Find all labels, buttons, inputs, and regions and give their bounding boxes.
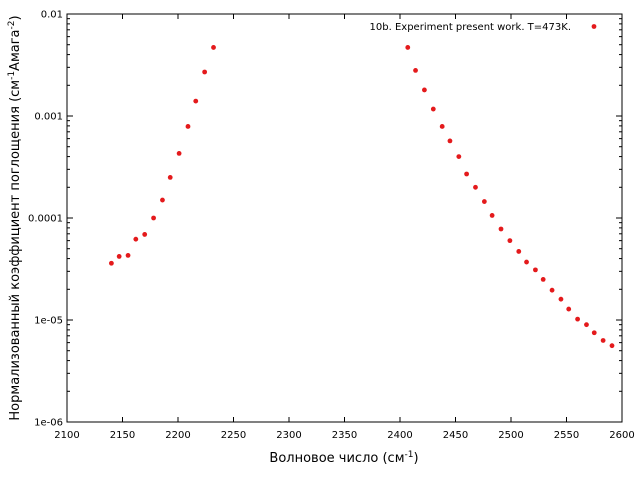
data-point <box>193 98 199 104</box>
x-tick-label: 2500 <box>498 430 523 441</box>
data-point <box>584 322 589 328</box>
data-point <box>540 277 546 282</box>
x-axis: 2100 2150 2200 2250 2300 2350 2400 2450 2500 2550… <box>54 14 635 441</box>
data-point <box>125 252 131 258</box>
y-tick-label: 1e-05 <box>34 316 63 327</box>
x-tick-label: 2200 <box>165 430 190 441</box>
data-point <box>133 236 139 242</box>
data-point <box>211 45 216 50</box>
data-point <box>464 171 469 177</box>
x-tick-label: 2400 <box>387 430 412 441</box>
x-tick-label: 2450 <box>443 430 468 441</box>
data-point <box>566 306 572 312</box>
data-point <box>456 154 462 159</box>
y-tick-label: 0.0001 <box>28 214 63 225</box>
data-point <box>160 197 165 203</box>
data-point <box>600 338 606 343</box>
y-axis-title: Нормализованный коэффициент поглощения (… <box>7 15 23 420</box>
legend: 10b. Experiment present work. T=473K. <box>370 22 597 33</box>
data-point <box>609 343 615 349</box>
x-tick-label: 2300 <box>276 430 301 441</box>
x-tick-label: 2550 <box>554 430 579 441</box>
data-point <box>498 226 504 232</box>
data-point <box>142 232 148 237</box>
data-point <box>447 138 453 144</box>
x-tick-label: 2350 <box>332 430 357 441</box>
data-point <box>176 150 182 156</box>
y-tick-label: 0.001 <box>34 112 63 123</box>
data-point <box>439 124 445 129</box>
x-tick-label: 2100 <box>54 430 79 441</box>
data-point <box>575 316 580 322</box>
data-point <box>109 260 114 266</box>
legend-marker <box>591 24 597 29</box>
data-point <box>591 330 597 336</box>
data-point <box>516 249 522 254</box>
data-point <box>405 45 411 50</box>
data-point <box>549 287 555 293</box>
data-point <box>185 124 191 129</box>
x-tick-label: 2150 <box>110 430 135 441</box>
data-point <box>430 106 436 112</box>
data-point <box>481 199 487 204</box>
data-point <box>473 184 478 190</box>
data-point <box>422 87 427 93</box>
data-point <box>558 296 564 302</box>
data-point <box>533 267 538 273</box>
data-point <box>116 254 122 259</box>
x-tick-label: 2600 <box>609 430 634 441</box>
data-point <box>167 175 173 180</box>
x-axis-title: Волновое число (см-1) <box>269 450 418 466</box>
data-series <box>109 45 615 349</box>
x-tick-label: 2250 <box>221 430 246 441</box>
y-tick-label: 0.01 <box>41 10 63 21</box>
y-axis: 1e-06 1e-05 0.0001 0.001 0.01 <box>28 10 622 429</box>
data-point <box>489 213 495 218</box>
legend-label: 10b. Experiment present work. T=473K. <box>370 22 571 33</box>
data-point <box>507 238 513 244</box>
data-point <box>524 259 529 265</box>
data-point <box>151 215 156 221</box>
y-tick-label: 1e-06 <box>34 418 63 429</box>
plot-frame <box>66 13 623 423</box>
data-point <box>413 67 418 73</box>
data-point <box>202 69 208 75</box>
